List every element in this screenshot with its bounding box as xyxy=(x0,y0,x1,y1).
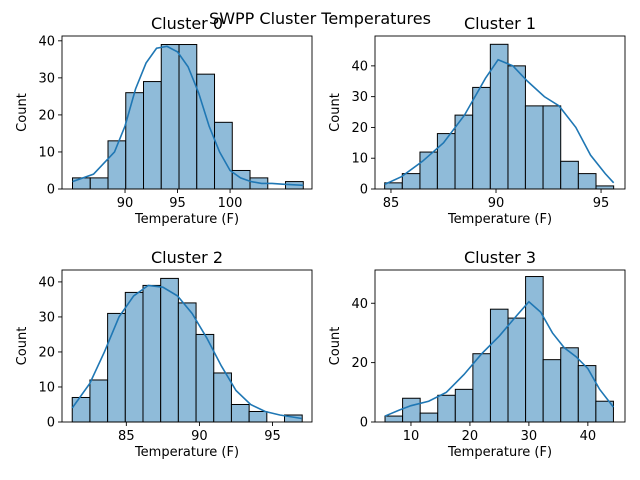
bar xyxy=(577,173,597,190)
bar xyxy=(560,160,579,190)
x-tick-label: 10 xyxy=(403,429,420,444)
y-axis-label: Count xyxy=(15,93,30,132)
bar xyxy=(248,410,268,423)
x-axis-label: Temperature (F) xyxy=(134,445,239,460)
subplot-title: Cluster 2 xyxy=(151,248,223,267)
bar xyxy=(214,121,233,190)
bar xyxy=(436,133,456,190)
bar xyxy=(525,276,544,423)
x-tick-label: 90 xyxy=(488,196,505,211)
bar xyxy=(401,173,421,190)
y-tick-label: 10 xyxy=(351,152,368,167)
x-tick-label: 100 xyxy=(218,196,243,211)
y-tick-label: 20 xyxy=(38,345,55,360)
y-tick-label: 30 xyxy=(38,310,55,325)
bar xyxy=(524,105,544,190)
bar xyxy=(124,291,144,423)
bar xyxy=(472,353,491,423)
y-tick-label: 40 xyxy=(351,59,368,74)
bar xyxy=(489,308,509,423)
bar xyxy=(125,92,145,190)
axes-frame xyxy=(374,35,626,190)
subplot: 10 20 30 40 0 20 40 Temperature (F) Count Cluster… xyxy=(328,248,626,460)
x-tick-label: 95 xyxy=(593,196,610,211)
bar xyxy=(213,372,232,423)
bar xyxy=(595,185,615,190)
bar xyxy=(419,412,439,423)
bar xyxy=(160,277,179,423)
bar xyxy=(437,394,456,423)
y-tick-label: 10 xyxy=(38,380,55,395)
y-tick-label: 0 xyxy=(47,183,55,198)
bar xyxy=(142,284,162,423)
subplot: 90 95 100 0 10 20 30 40 Temperature (F) Count Clus… xyxy=(15,14,313,227)
axes-frame xyxy=(61,269,313,423)
y-tick-label: 20 xyxy=(351,356,368,371)
bar xyxy=(507,317,527,423)
y-tick-label: 0 xyxy=(360,183,368,198)
y-axis-label: Count xyxy=(328,327,343,366)
subplot-title: Cluster 1 xyxy=(464,14,536,33)
subplot-title: Cluster 3 xyxy=(464,248,536,267)
bar xyxy=(71,396,91,423)
subplot-title: Cluster 0 xyxy=(151,14,223,33)
axes-frame xyxy=(374,269,626,423)
x-tick-label: 30 xyxy=(521,429,538,444)
bar xyxy=(507,65,526,190)
bar xyxy=(384,415,404,423)
bar xyxy=(560,347,579,423)
x-axis-label: Temperature (F) xyxy=(447,212,552,227)
x-tick-label: 85 xyxy=(383,196,400,211)
y-tick-label: 30 xyxy=(38,71,55,86)
bar xyxy=(230,403,250,423)
x-tick-label: 90 xyxy=(191,429,208,444)
bar xyxy=(72,177,91,190)
y-tick-label: 10 xyxy=(38,145,55,160)
bar xyxy=(107,312,126,423)
bar xyxy=(160,44,180,190)
kde-line xyxy=(72,45,304,187)
figure-title: SWPP Cluster Temperatures xyxy=(209,9,431,28)
x-tick-label: 95 xyxy=(169,196,186,211)
x-tick-label: 40 xyxy=(580,429,597,444)
bar xyxy=(454,114,474,190)
axes-frame xyxy=(61,35,313,190)
subplot: 85 90 95 0 10 20 30 40 Temperature (F) Count Clust… xyxy=(328,14,626,227)
y-tick-label: 20 xyxy=(351,121,368,136)
y-tick-label: 40 xyxy=(351,297,368,312)
x-axis-label: Temperature (F) xyxy=(447,445,552,460)
bar xyxy=(89,379,109,423)
bar xyxy=(542,105,562,190)
subplot: 85 90 95 0 10 20 30 40 Temperature (F) Count Clust… xyxy=(15,248,313,460)
x-axis-label: Temperature (F) xyxy=(134,212,239,227)
bar xyxy=(143,81,162,190)
kde-line xyxy=(71,284,302,420)
bar xyxy=(542,359,562,423)
bar xyxy=(577,365,597,423)
y-tick-label: 40 xyxy=(38,275,55,290)
bar xyxy=(89,177,109,190)
y-tick-label: 0 xyxy=(47,416,55,431)
y-tick-label: 40 xyxy=(38,34,55,49)
x-tick-label: 95 xyxy=(264,429,281,444)
y-tick-label: 0 xyxy=(360,416,368,431)
bar xyxy=(454,388,474,423)
bar xyxy=(402,397,421,423)
y-axis-label: Count xyxy=(328,93,343,132)
bar xyxy=(472,86,491,190)
x-tick-label: 20 xyxy=(462,429,479,444)
kde-line xyxy=(384,58,615,186)
bar xyxy=(177,302,197,423)
y-axis-label: Count xyxy=(15,327,30,366)
bar xyxy=(419,151,438,190)
kde-line xyxy=(384,300,615,417)
y-tick-label: 20 xyxy=(38,108,55,123)
x-tick-label: 85 xyxy=(118,429,135,444)
y-tick-label: 30 xyxy=(351,90,368,105)
x-tick-label: 90 xyxy=(117,196,134,211)
